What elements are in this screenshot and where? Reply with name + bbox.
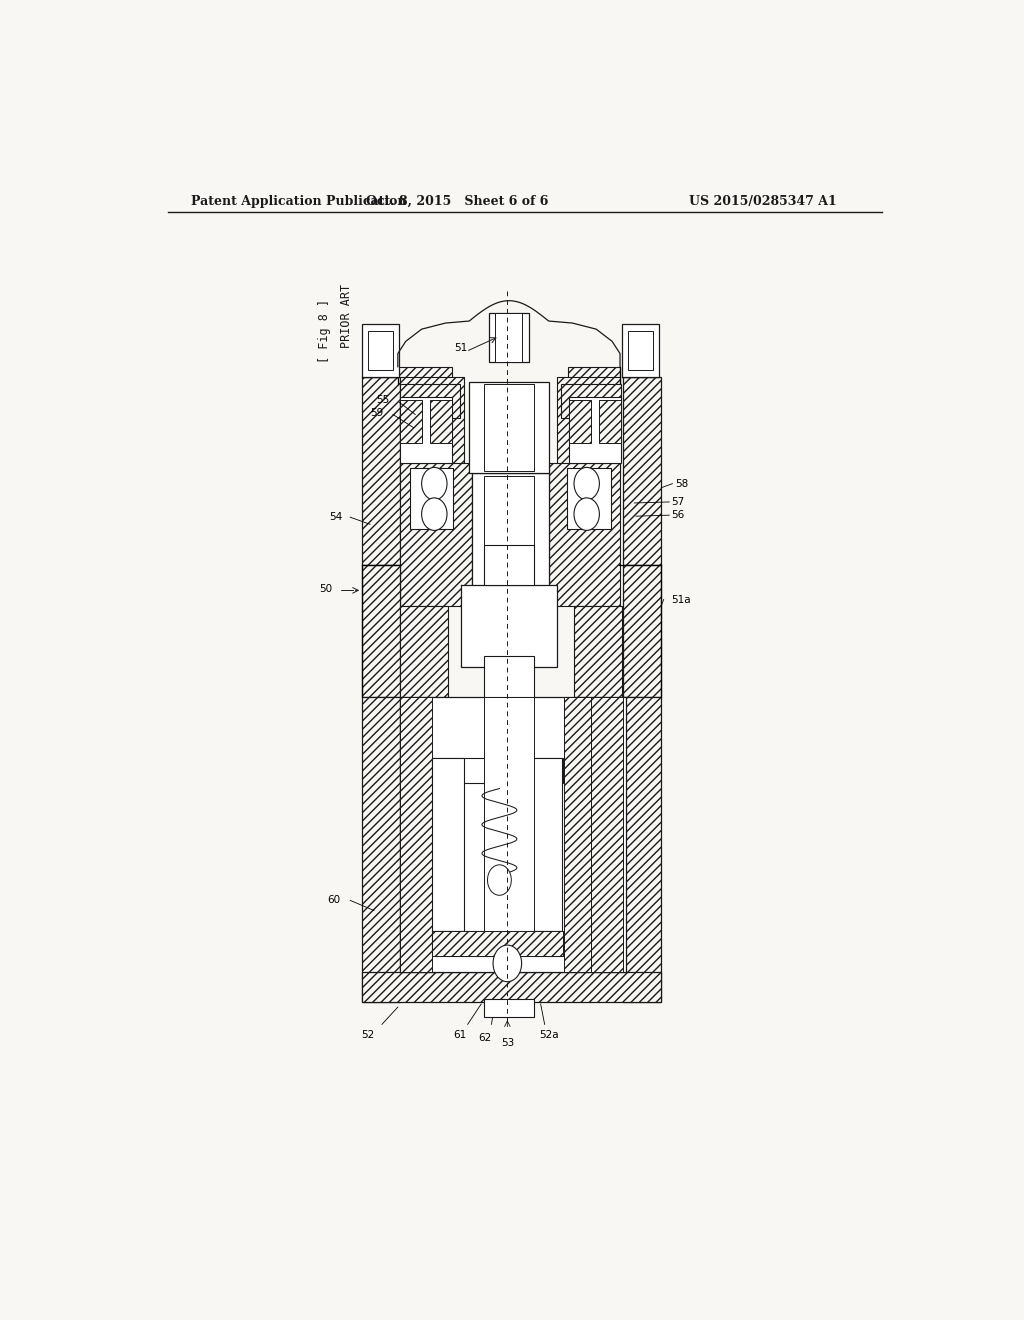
Bar bbox=[624, 378, 662, 565]
Bar bbox=[483, 384, 535, 471]
Text: 57: 57 bbox=[672, 496, 685, 507]
Bar bbox=[400, 606, 447, 697]
Bar bbox=[567, 367, 621, 384]
Bar bbox=[557, 378, 621, 474]
Bar bbox=[483, 999, 535, 1018]
Bar bbox=[368, 331, 393, 370]
Text: PRIOR ART: PRIOR ART bbox=[340, 284, 352, 348]
Bar bbox=[362, 378, 400, 565]
Text: 56: 56 bbox=[672, 510, 685, 520]
Bar bbox=[599, 400, 621, 444]
Bar bbox=[483, 475, 535, 603]
Text: US 2015/0285347 A1: US 2015/0285347 A1 bbox=[689, 194, 837, 207]
Text: Patent Application Publication: Patent Application Publication bbox=[191, 194, 407, 207]
Bar bbox=[624, 697, 662, 1002]
Bar bbox=[410, 469, 454, 529]
Bar bbox=[574, 606, 622, 697]
Text: 51: 51 bbox=[455, 343, 468, 354]
Bar bbox=[592, 697, 624, 972]
Bar bbox=[400, 397, 452, 463]
Text: 51a: 51a bbox=[672, 594, 691, 605]
Bar bbox=[564, 697, 592, 972]
Bar bbox=[362, 697, 400, 1002]
Bar bbox=[561, 384, 621, 417]
Bar bbox=[483, 697, 535, 931]
Circle shape bbox=[422, 498, 447, 531]
Bar bbox=[628, 331, 653, 370]
Bar bbox=[624, 565, 662, 697]
Text: 61: 61 bbox=[453, 1030, 466, 1040]
Bar bbox=[400, 400, 423, 444]
Bar bbox=[461, 585, 557, 667]
Text: 52a: 52a bbox=[539, 1030, 558, 1040]
Bar bbox=[569, 397, 621, 463]
Bar bbox=[400, 463, 472, 606]
Text: 59: 59 bbox=[371, 408, 384, 417]
Bar bbox=[400, 697, 432, 972]
Bar bbox=[472, 474, 549, 606]
Bar bbox=[362, 972, 662, 1002]
Bar bbox=[549, 463, 621, 606]
Text: 62: 62 bbox=[478, 1032, 492, 1043]
Bar bbox=[484, 656, 534, 697]
Text: 55: 55 bbox=[377, 395, 390, 405]
Bar bbox=[432, 758, 563, 784]
Bar bbox=[397, 367, 452, 384]
Bar bbox=[400, 697, 626, 972]
Bar bbox=[489, 313, 528, 362]
Bar bbox=[430, 400, 452, 444]
Circle shape bbox=[422, 467, 447, 500]
Text: 52: 52 bbox=[361, 1030, 375, 1040]
Text: [ Fig 8 ]: [ Fig 8 ] bbox=[318, 300, 332, 363]
Circle shape bbox=[494, 945, 521, 982]
Bar bbox=[400, 378, 464, 474]
Text: Oct. 8, 2015   Sheet 6 of 6: Oct. 8, 2015 Sheet 6 of 6 bbox=[367, 194, 549, 207]
Bar bbox=[362, 325, 399, 378]
Bar bbox=[432, 931, 563, 956]
Bar bbox=[569, 400, 592, 444]
Text: 50: 50 bbox=[319, 585, 333, 594]
Bar bbox=[400, 384, 460, 417]
Text: 60: 60 bbox=[328, 895, 341, 906]
Bar bbox=[484, 545, 534, 585]
Circle shape bbox=[574, 467, 599, 500]
Bar bbox=[432, 758, 464, 931]
Bar bbox=[469, 381, 549, 474]
Circle shape bbox=[487, 865, 511, 895]
Bar bbox=[622, 325, 658, 378]
Bar bbox=[362, 565, 400, 697]
Circle shape bbox=[574, 498, 599, 531]
Text: 58: 58 bbox=[676, 479, 689, 488]
Text: 54: 54 bbox=[329, 512, 342, 523]
Bar bbox=[530, 758, 562, 931]
Text: 53: 53 bbox=[501, 1038, 514, 1048]
Bar bbox=[567, 469, 610, 529]
Bar bbox=[432, 931, 563, 956]
Bar bbox=[496, 313, 522, 362]
